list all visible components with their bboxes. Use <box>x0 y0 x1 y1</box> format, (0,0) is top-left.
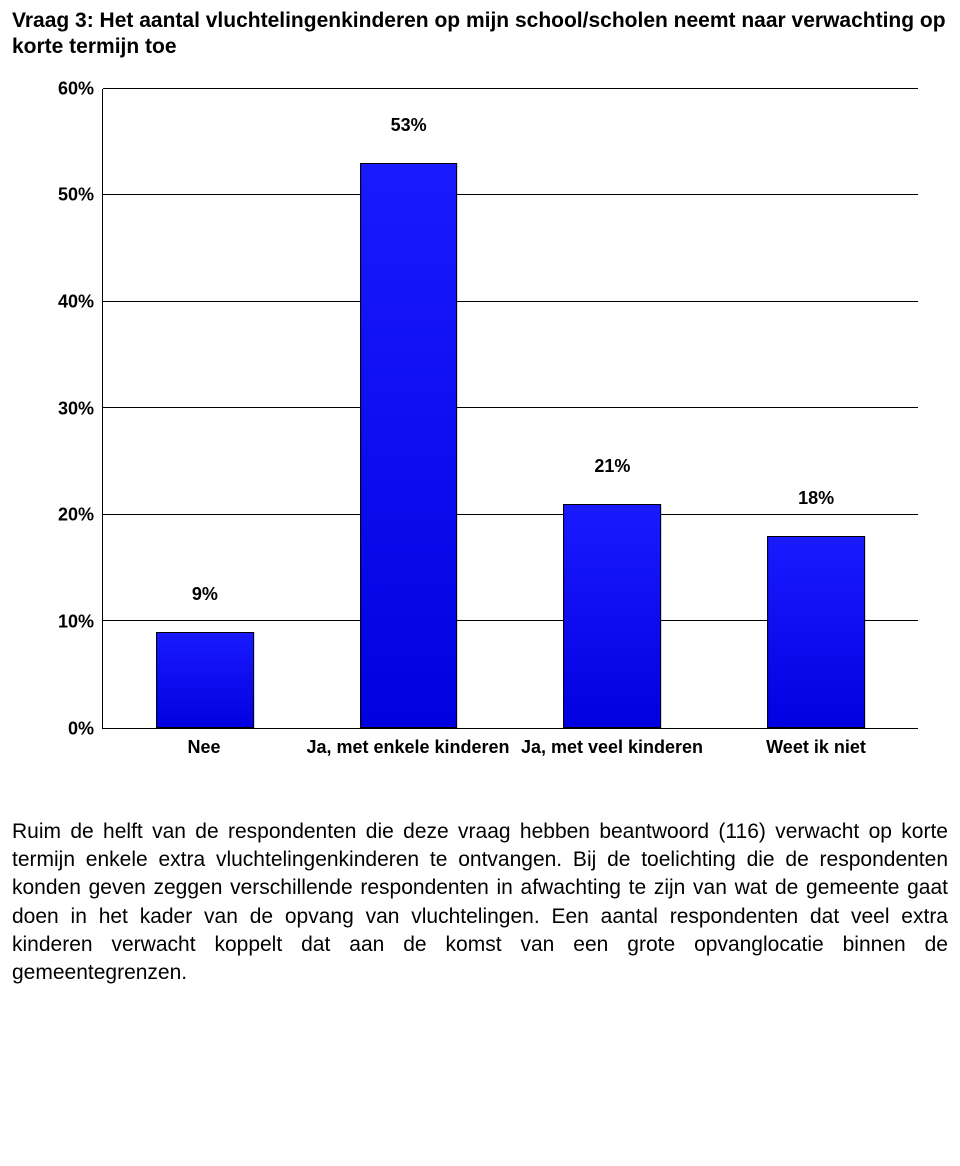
bar-slot: 18% <box>714 89 918 728</box>
bar <box>360 163 458 727</box>
y-tick-label: 40% <box>58 291 94 312</box>
x-axis: NeeJa, met enkele kinderenJa, met veel k… <box>102 729 918 758</box>
y-tick-label: 20% <box>58 505 94 526</box>
bar-slot: 53% <box>307 89 511 728</box>
bars-container: 9% 53% 21% 18% <box>103 89 918 728</box>
x-tick-label: Weet ik niet <box>714 729 918 758</box>
bar-value-label: 9% <box>192 584 218 605</box>
bar-value-label: 21% <box>594 456 630 477</box>
y-axis: 0%10%20%30%40%50%60% <box>42 89 102 729</box>
bar <box>767 536 865 728</box>
y-tick-label: 0% <box>68 718 94 739</box>
bar-value-label: 18% <box>798 488 834 509</box>
y-tick-label: 10% <box>58 611 94 632</box>
y-tick-label: 60% <box>58 78 94 99</box>
y-tick-label: 30% <box>58 398 94 419</box>
x-tick-label: Ja, met veel kinderen <box>510 729 714 758</box>
y-tick-label: 50% <box>58 185 94 206</box>
bar-value-label: 53% <box>391 115 427 136</box>
bar-slot: 9% <box>103 89 307 728</box>
x-tick-label: Ja, met enkele kinderen <box>306 729 510 758</box>
x-tick-label: Nee <box>102 729 306 758</box>
bar-slot: 21% <box>511 89 715 728</box>
bar <box>563 504 661 728</box>
bar <box>156 632 254 728</box>
question-title: Vraag 3: Het aantal vluchtelingenkindere… <box>12 8 948 61</box>
plot-area: 9% 53% 21% 18% <box>102 89 918 729</box>
body-paragraph: Ruim de helft van de respondenten die de… <box>12 818 948 988</box>
bar-chart: 0%10%20%30%40%50%60% 9%53%21%18% NeeJa, … <box>42 89 918 758</box>
